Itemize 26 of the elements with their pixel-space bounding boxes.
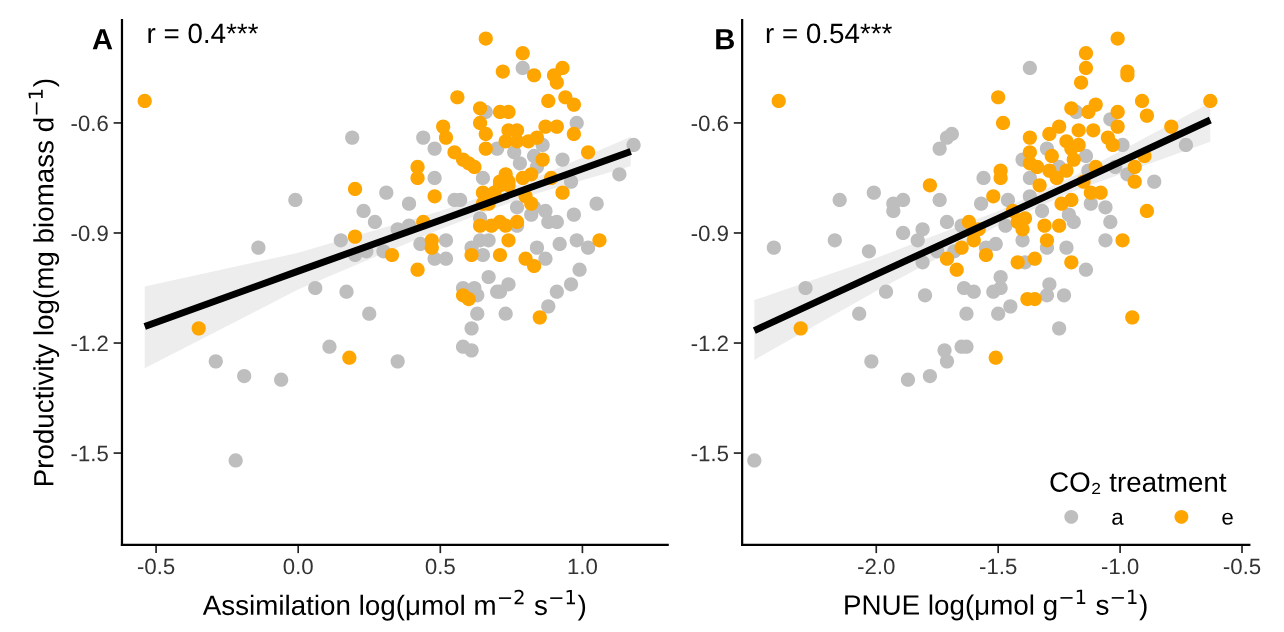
y-tick-label: -1.5 [691, 445, 729, 462]
legend-title: CO₂ treatment [1050, 472, 1227, 495]
chart-title: B [716, 29, 734, 50]
x-tick-label: -2.0 [858, 558, 895, 575]
legend-label: a [1112, 512, 1124, 525]
x-tick-label: -1.5 [980, 558, 1017, 575]
x-tick-label: -0.5 [1223, 558, 1261, 575]
y-tick-label: -0.9 [691, 225, 728, 242]
y-axis-title: Productivity log(mg biomass d$^{−1}$) [28, 79, 60, 486]
annotation: r = 0.4*** [148, 23, 259, 44]
x-tick-label: -1.0 [1101, 558, 1139, 575]
x-tick-label: -0.5 [137, 558, 175, 575]
x-axis-title: Assimilation log(μmol m$^{−2}$ s$^{−1}$) [202, 589, 586, 621]
annotation: r = 0.54*** [766, 23, 892, 44]
y-tick-label: -0.6 [71, 115, 108, 132]
x-tick-label: 0.0 [283, 558, 313, 575]
y-tick-label: -1.2 [71, 335, 108, 352]
x-axis-title: PNUE log(μmol g$^{−1}$ s$^{−1}$) [845, 589, 1147, 621]
y-tick-label: -0.6 [691, 115, 728, 132]
x-tick-label: 1.0 [568, 558, 597, 575]
chart-title: A [92, 29, 113, 50]
x-tick-label: 0.5 [425, 558, 455, 575]
y-tick-label: -1.5 [71, 445, 108, 462]
y-tick-label: -1.2 [691, 335, 728, 352]
y-tick-label: -0.9 [71, 225, 108, 242]
legend-label: e [1222, 512, 1233, 525]
